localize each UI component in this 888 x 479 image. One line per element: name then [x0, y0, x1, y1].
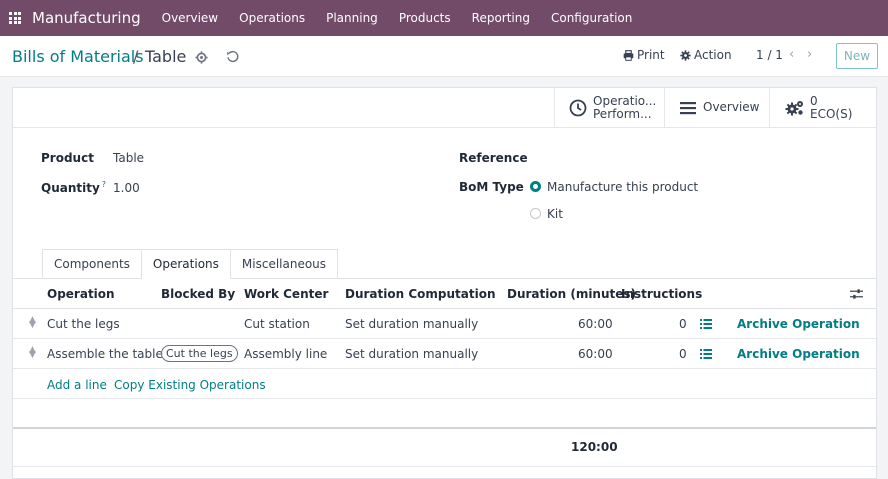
- tabs-divider: [13, 278, 876, 279]
- column-duration-computation[interactable]: Duration Computation: [345, 287, 496, 301]
- new-button[interactable]: New: [836, 43, 878, 69]
- add-line-link[interactable]: Add a line: [47, 378, 107, 392]
- empty-table-row: [13, 399, 876, 429]
- bom-type-kit-label[interactable]: Kit: [547, 207, 563, 221]
- record-settings-gear-icon[interactable]: [195, 51, 208, 64]
- top-navbar: Manufacturing Overview Operations Planni…: [0, 0, 888, 36]
- bom-type-kit-radio[interactable]: [530, 208, 541, 219]
- add-line-row: Add a line Copy Existing Operations: [13, 369, 876, 399]
- copy-existing-operations-link[interactable]: Copy Existing Operations: [114, 378, 266, 392]
- tab-miscellaneous[interactable]: Miscellaneous: [230, 249, 339, 279]
- menu-reporting[interactable]: Reporting: [471, 11, 530, 25]
- eco-label: ECO(S): [810, 106, 853, 121]
- clock-icon: [569, 99, 587, 116]
- operations-performance-line1: Operatio...: [593, 93, 657, 108]
- operations-table-header: Operation Blocked By Work Center Duratio…: [13, 279, 876, 309]
- quantity-field[interactable]: 1.00: [113, 181, 140, 195]
- archive-operation-button[interactable]: Archive Operation: [737, 317, 860, 331]
- gear-icon: [680, 49, 691, 61]
- product-field[interactable]: Table: [113, 151, 145, 165]
- reference-label: Reference: [459, 151, 528, 165]
- column-duration-minutes[interactable]: Duration (minutes): [507, 287, 637, 301]
- eco-button[interactable]: 0 ECO(S): [769, 88, 876, 127]
- eco-count: 0: [810, 93, 818, 108]
- column-operation[interactable]: Operation: [47, 287, 115, 301]
- print-button[interactable]: Print: [623, 48, 665, 62]
- bars-icon: [680, 101, 696, 114]
- discard-changes-icon[interactable]: [226, 50, 239, 63]
- operation-name[interactable]: Cut the legs: [47, 317, 120, 331]
- bom-type-label: BoM Type: [459, 180, 524, 194]
- breadcrumb-separator: /: [133, 47, 139, 66]
- tab-components[interactable]: Components: [42, 249, 142, 279]
- instructions-list-icon[interactable]: [700, 319, 712, 329]
- column-work-center[interactable]: Work Center: [244, 287, 329, 301]
- operation-name[interactable]: Assemble the table: [47, 347, 163, 361]
- overview-label: Overview: [703, 100, 760, 114]
- menu-planning[interactable]: Planning: [326, 11, 378, 25]
- action-button[interactable]: Action: [680, 48, 732, 62]
- gears-icon: [785, 100, 803, 115]
- breadcrumb-parent-link[interactable]: Bills of Materials: [12, 47, 144, 66]
- overview-button[interactable]: Overview: [664, 88, 769, 127]
- duration-value[interactable]: 60:00: [578, 347, 613, 361]
- work-center[interactable]: Assembly line: [244, 347, 328, 361]
- pager-next-icon[interactable]: ›: [807, 47, 813, 62]
- bom-type-manufacture-radio[interactable]: [530, 181, 541, 192]
- app-brand[interactable]: Manufacturing: [32, 9, 141, 27]
- menu-overview[interactable]: Overview: [161, 11, 219, 25]
- duration-computation[interactable]: Set duration manually: [345, 347, 479, 361]
- duration-value[interactable]: 60:00: [578, 317, 613, 331]
- quantity-help-icon[interactable]: ?: [101, 180, 107, 189]
- form-sheet: Operatio... Perform... Overview: [12, 87, 877, 479]
- instructions-count: 0: [679, 317, 687, 331]
- total-duration: 120:00: [571, 440, 618, 454]
- pager-previous-icon[interactable]: ‹: [789, 47, 795, 62]
- table-row[interactable]: ▲ ▼ Cut the legs Cut station Set duration…: [13, 309, 876, 339]
- printer-icon: [623, 49, 634, 61]
- archive-operation-button[interactable]: Archive Operation: [737, 347, 860, 361]
- menu-products[interactable]: Products: [398, 11, 451, 25]
- operations-performance-button[interactable]: Operatio... Perform...: [554, 88, 664, 127]
- drag-handle-icon[interactable]: ▲ ▼: [29, 315, 36, 330]
- menu-operations[interactable]: Operations: [239, 11, 306, 25]
- apps-grid-icon[interactable]: [9, 12, 21, 24]
- column-blocked-by[interactable]: Blocked By: [161, 287, 236, 301]
- instructions-count: 0: [679, 347, 687, 361]
- operations-performance-line2: Perform...: [593, 106, 652, 121]
- product-label: Product: [41, 151, 94, 165]
- column-instructions[interactable]: Instructions: [621, 287, 703, 301]
- drag-handle-icon[interactable]: ▲ ▼: [29, 345, 36, 360]
- table-footer-divider: [13, 466, 876, 467]
- bom-type-manufacture-label[interactable]: Manufacture this product: [547, 180, 699, 194]
- quantity-label: Quantity?: [41, 180, 107, 195]
- tab-operations[interactable]: Operations: [141, 249, 231, 279]
- instructions-list-icon[interactable]: [700, 349, 712, 359]
- optional-columns-sliders-icon[interactable]: [850, 288, 863, 300]
- print-label: Print: [637, 48, 665, 62]
- action-label: Action: [694, 48, 732, 62]
- work-center[interactable]: Cut station: [244, 317, 310, 331]
- control-panel: Bills of Materials / Table Print: [0, 36, 888, 77]
- notebook-tabs: Components Operations Miscellaneous: [42, 249, 339, 279]
- table-row[interactable]: ▲ ▼ Assemble the table Cut the legs Assem…: [13, 339, 876, 369]
- breadcrumb-current: Table: [145, 47, 187, 66]
- menu-configuration[interactable]: Configuration: [550, 11, 633, 25]
- smart-button-box: Operatio... Perform... Overview: [13, 88, 876, 128]
- duration-computation[interactable]: Set duration manually: [345, 317, 479, 331]
- blocked-by-tag[interactable]: Cut the legs: [161, 345, 238, 362]
- pager-value[interactable]: 1 / 1: [756, 48, 783, 62]
